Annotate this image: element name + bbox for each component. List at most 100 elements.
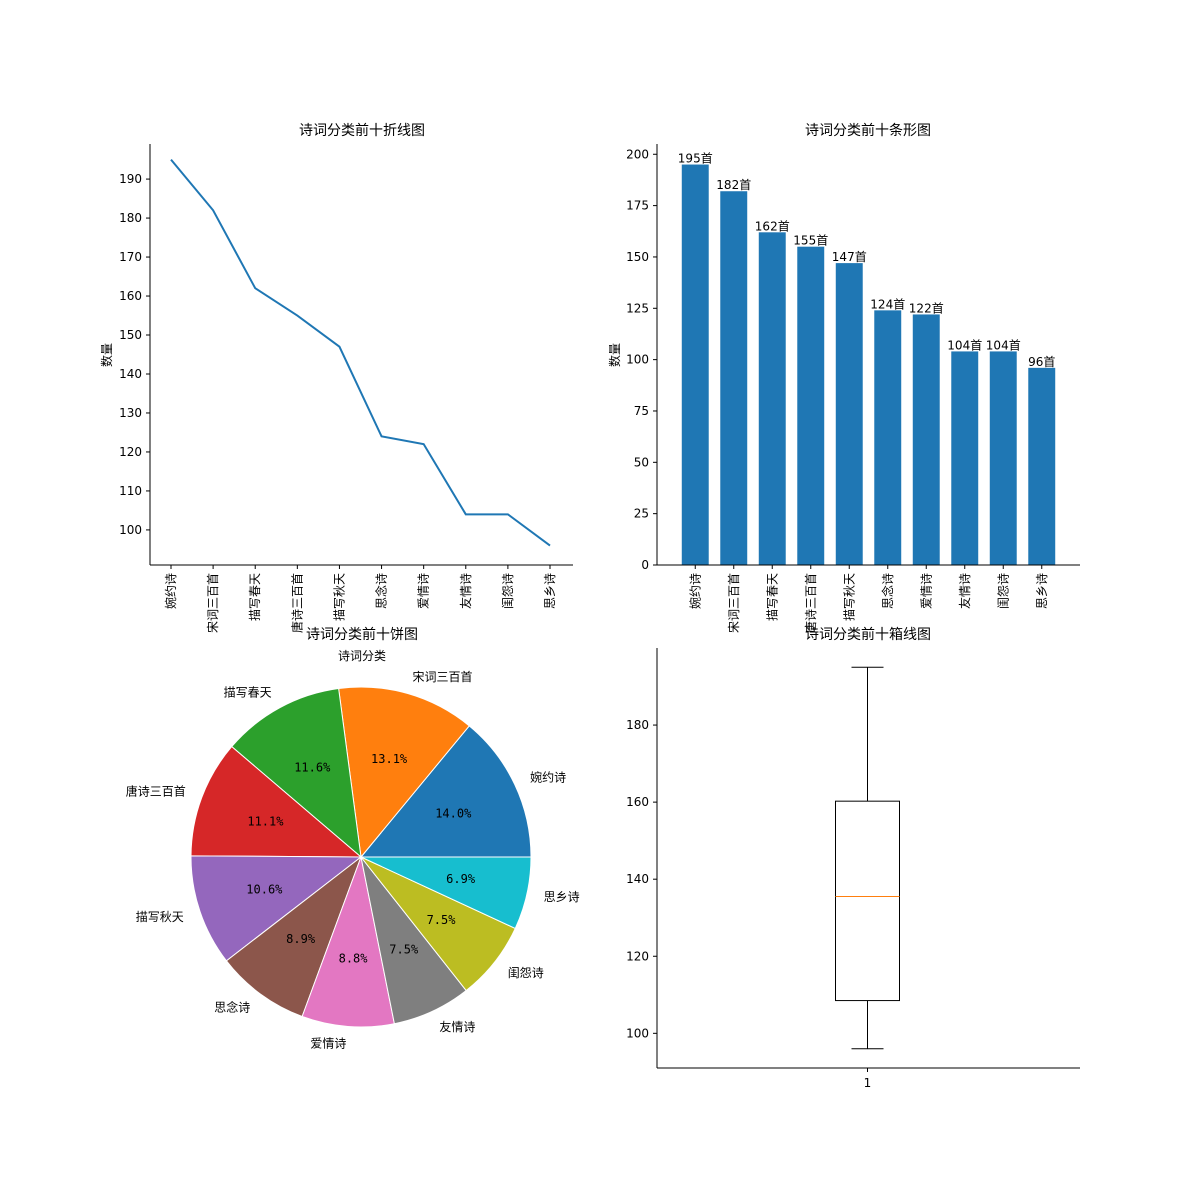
bar: [912, 314, 940, 565]
pie-slice: [338, 686, 470, 859]
box-plot-ytick-label: 100: [626, 1026, 649, 1040]
pie-percent-label: 11.1%: [247, 814, 284, 828]
bar-chart-title: 诗词分类前十条形图: [805, 122, 931, 139]
pie-percent-label: 14.0%: [435, 807, 472, 821]
line-chart-ytick-label: 120: [119, 445, 142, 459]
pie-category-label: 思念诗: [214, 1000, 250, 1015]
line-chart-panel: 诗词分类前十折线图 诗词分类 数量 100 110 120 130 140 150 160 1…: [99, 122, 573, 663]
pie-category-label: 友情诗: [439, 1020, 475, 1034]
line-chart-ytick-label: 190: [119, 172, 142, 186]
box-plot-xtick-label: 1: [864, 1076, 872, 1090]
bar: [1028, 367, 1056, 565]
box-plot-ytick-label: 160: [626, 795, 649, 809]
line-series: [170, 158, 551, 547]
line-chart-xtick-label: 描写秋天: [332, 573, 346, 621]
bar: [874, 310, 902, 565]
bar-value-label: 96首: [1028, 355, 1055, 369]
line-chart-ytick-label: 180: [119, 211, 142, 225]
bar: [720, 191, 748, 566]
bar-chart-xtick-label: 唐诗三百首: [803, 573, 818, 633]
bar-value-label: 182首: [716, 178, 751, 192]
bar: [835, 263, 863, 565]
line-chart-xtick-label: 宋词三百首: [205, 573, 220, 633]
bar-chart-xtick-label: 思念诗: [880, 573, 895, 609]
line-chart-ytick-label: 110: [119, 484, 142, 498]
bar-value-label: 147首: [832, 250, 867, 264]
bar-value-label: 155首: [793, 234, 828, 248]
line-chart-xtick-label: 婉约诗: [163, 573, 178, 609]
pie-percent-label: 7.5%: [427, 913, 457, 927]
bar-chart-xtick-label: 闺怨诗: [995, 573, 1010, 609]
pie-chart-panel: 诗词分类前十饼图 14.0% 婉约诗 13.1% 宋词三百首 11.6% 描写春天 11.1…: [126, 626, 580, 1050]
bar: [681, 164, 709, 565]
bar-chart-ytick-label: 75: [634, 404, 649, 418]
line-chart-ytick-label: 150: [119, 328, 142, 342]
pie-slice: [360, 856, 532, 930]
bar-chart-xtick-label: 友情诗: [958, 573, 972, 609]
pie-slice: [301, 855, 395, 1028]
box-plot-ytick-label: 180: [626, 718, 649, 732]
pie-category-label: 婉约诗: [530, 769, 566, 784]
line-chart-title: 诗词分类前十折线图: [299, 122, 425, 139]
line-chart-xtick-label: 爱情诗: [417, 573, 431, 609]
bar: [951, 351, 979, 565]
pie-category-label: 闺怨诗: [508, 965, 544, 980]
pie-chart-title: 诗词分类前十饼图: [306, 626, 418, 643]
pie-category-label: 爱情诗: [310, 1036, 346, 1050]
pie-slice: [190, 855, 363, 962]
pie-slice: [225, 855, 363, 1018]
pie-slice: [359, 725, 532, 858]
line-chart-ytick-label: 100: [119, 523, 142, 537]
bar-chart-ytick-label: 125: [626, 301, 649, 315]
bar-chart-ytick-label: 50: [634, 455, 649, 469]
bar-chart-ytick-label: 100: [626, 353, 649, 367]
pie-percent-label: 7.5%: [389, 943, 419, 957]
bar-value-label: 104首: [986, 338, 1021, 352]
bar: [758, 232, 786, 565]
pie-category-label: 唐诗三百首: [126, 784, 186, 799]
bar-chart-xtick-label: 思乡诗: [1035, 573, 1049, 609]
bar-chart-ytick-label: 175: [626, 199, 649, 213]
line-chart-ytick-label: 140: [119, 367, 142, 381]
box-plot-ytick-label: 120: [626, 949, 649, 963]
line-chart-xtick-label: 闺怨诗: [500, 573, 515, 609]
pie-category-label: 宋词三百首: [412, 669, 472, 684]
pie-slice: [231, 687, 362, 859]
box-plot-title: 诗词分类前十箱线图: [805, 626, 931, 643]
bar-value-label: 195首: [678, 152, 713, 166]
bar-chart-ylabel: 数量: [607, 343, 622, 367]
bar-value-label: 104首: [947, 338, 982, 352]
box-plot-ytick-label: 140: [626, 872, 649, 886]
bar-chart-xtick-label: 婉约诗: [687, 573, 702, 609]
line-chart-ylabel: 数量: [99, 343, 114, 367]
bar: [797, 246, 825, 565]
pie-percent-label: 10.6%: [246, 883, 283, 897]
bar-chart-ytick-label: 150: [626, 250, 649, 264]
line-chart-xtick-label: 思念诗: [374, 573, 389, 609]
pie-category-label: 描写春天: [224, 686, 272, 700]
pie-slice: [190, 745, 363, 858]
line-chart-xtick-label: 唐诗三百首: [289, 573, 304, 633]
line-chart-ytick-label: 160: [119, 289, 142, 303]
line-chart-ytick-label: 170: [119, 250, 142, 264]
bar-value-label: 162首: [755, 219, 790, 233]
bar-chart-ytick-label: 25: [634, 507, 649, 521]
line-chart-xlabel: 诗词分类: [338, 649, 386, 663]
line-chart-ytick-label: 130: [119, 406, 142, 420]
bar: [989, 351, 1017, 565]
pie-percent-label: 11.6%: [294, 760, 331, 774]
bar-chart-xtick-label: 爱情诗: [919, 573, 933, 609]
bar-chart-xtick-label: 描写春天: [765, 573, 779, 621]
bar-value-label: 122首: [909, 301, 944, 315]
pie-percent-label: 13.1%: [371, 752, 408, 766]
bar-chart-ytick-label: 0: [641, 558, 649, 572]
box-plot-panel: 诗词分类前十箱线图 100 120 140 160 180 1: [626, 626, 1080, 1090]
line-chart-xtick-label: 友情诗: [459, 573, 473, 609]
bar-chart-ytick-label: 200: [626, 147, 649, 161]
pie-category-label: 思乡诗: [544, 890, 580, 904]
pie-percent-label: 8.8%: [339, 952, 369, 966]
line-chart-xtick-label: 思乡诗: [543, 573, 557, 609]
